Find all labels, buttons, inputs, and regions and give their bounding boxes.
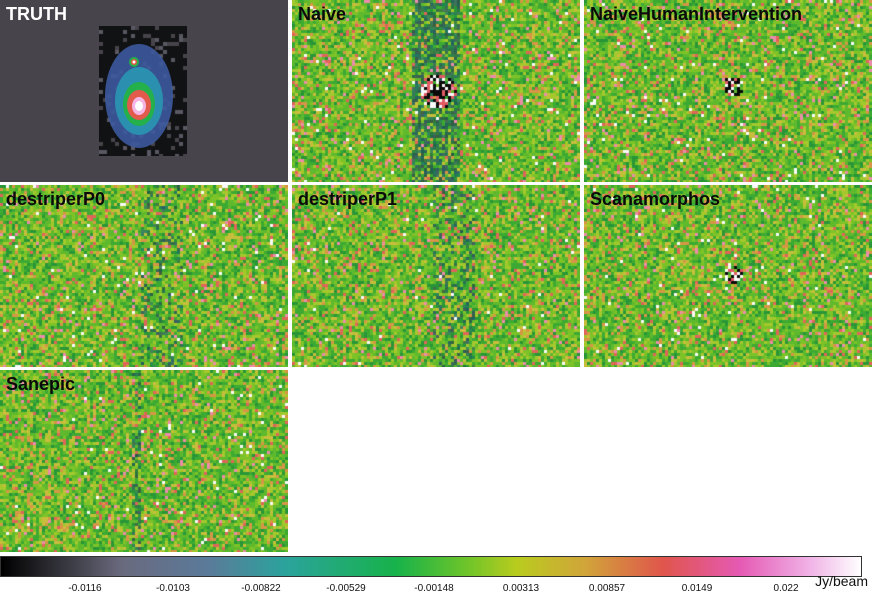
colorbar-tick: 0.022: [773, 583, 799, 594]
panel-scanamorphos: Scanamorphos: [584, 185, 872, 367]
colorbar-tick: -0.0103: [156, 583, 190, 594]
panel-label-destriper-p1: destriperP1: [298, 189, 398, 209]
colorbar-tick: 0.0149: [681, 583, 713, 594]
colorbar-tick: 0.00857: [588, 583, 626, 594]
colorbar-tick: -0.00148: [414, 583, 454, 594]
colorbar-tick: -0.0116: [68, 583, 102, 594]
panel-label-naive: Naive: [298, 4, 347, 24]
panel-naive-human-intervention: NaiveHumanIntervention: [584, 0, 872, 182]
colorbar-tick: -0.00822: [241, 583, 281, 594]
panel-destriper-p0: destriperP0: [0, 185, 288, 367]
colorbar-tick: 0.00313: [502, 583, 540, 594]
panel-label-destriper-p0: destriperP0: [6, 189, 106, 209]
colorbar-tick: -0.00529: [326, 583, 366, 594]
panel-label-sanepic: Sanepic: [6, 374, 76, 394]
noise-map-destriper-p1: [292, 185, 580, 367]
panel-naive: Naive: [292, 0, 580, 182]
colorbar-legend: -0.0116 -0.0103 -0.00822 -0.00529 -0.001…: [0, 556, 872, 599]
panel-label-scanamorphos: Scanamorphos: [590, 189, 721, 209]
noise-map-naive-human-intervention: [584, 0, 872, 182]
panel-label-naive-human-intervention: NaiveHumanIntervention: [590, 4, 803, 24]
panel-truth: TRUTH: [0, 0, 288, 182]
noise-map-naive: [292, 0, 580, 182]
panel-sanepic: Sanepic: [0, 370, 288, 552]
panel-label-truth: TRUTH: [6, 4, 67, 24]
colorbar-unit: Jy/beam: [815, 573, 868, 589]
galaxy-image: [99, 26, 187, 156]
noise-map-destriper-p0: [0, 185, 288, 367]
noise-map-scanamorphos: [584, 185, 872, 367]
panel-destriper-p1: destriperP1: [292, 185, 580, 367]
noise-map-sanepic: [0, 370, 288, 552]
colorbar-gradient: [0, 556, 862, 577]
